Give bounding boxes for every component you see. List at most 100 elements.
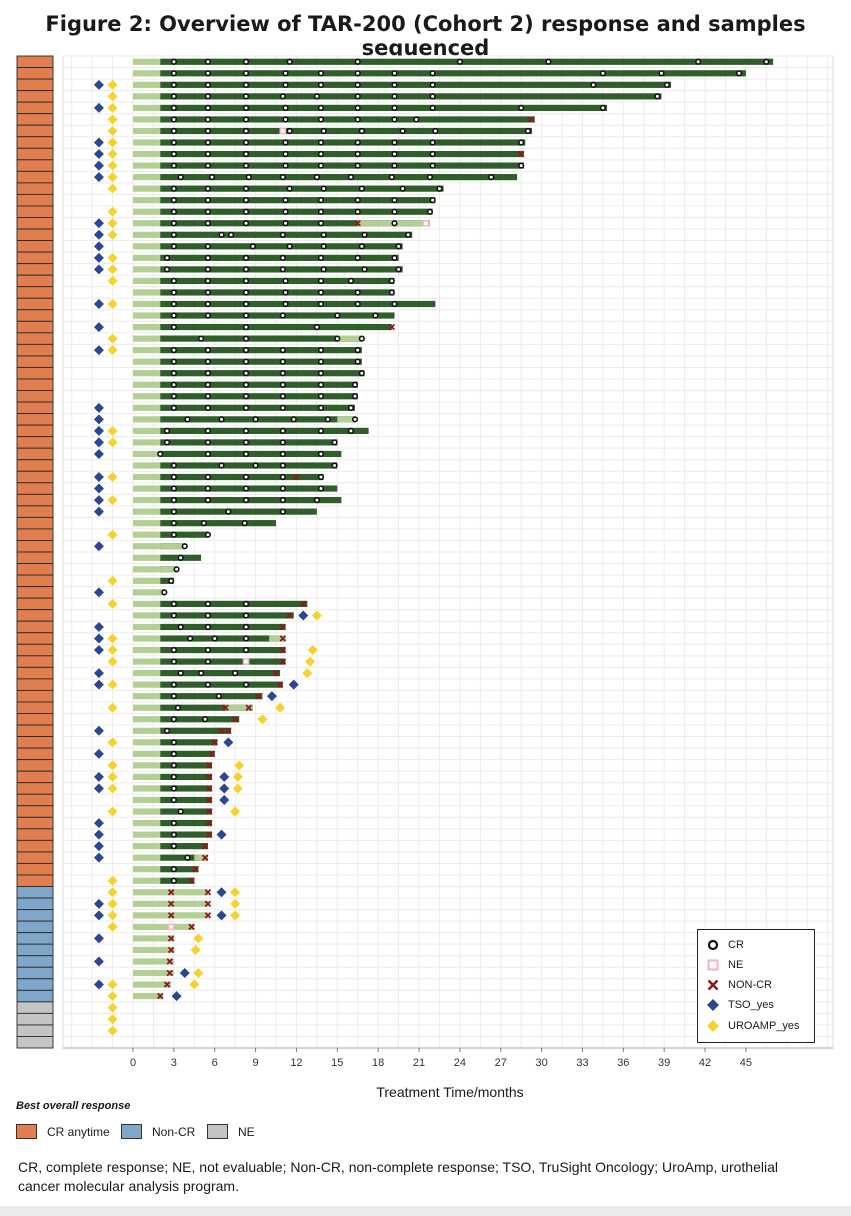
uroamp-diamond [107,910,118,921]
cr-marker [317,381,325,388]
bar-light-segment [133,150,161,158]
non-cr-marker [279,646,287,654]
response-cell [16,436,54,449]
cr-marker [204,646,212,654]
cr-marker [279,358,286,365]
bar-light-segment [133,612,161,619]
cr-marker [204,439,212,446]
non-cr-marker [255,692,262,700]
bar-light-segment [133,658,161,665]
tso-diamond [216,829,227,840]
cr-marker [735,70,743,77]
uroamp-diamond [107,1014,118,1025]
response-cell [16,528,54,541]
cr-marker [317,162,325,169]
cr-marker [187,635,194,642]
uroamp-diamond [107,299,118,309]
cr-marker [399,127,406,135]
response-cell [16,1012,54,1026]
cr-marker [391,81,398,88]
cr-marker [177,623,184,631]
cr-marker [354,197,361,204]
cr-marker [279,231,286,238]
response-cell [16,505,54,518]
uroamp-diamond [107,160,118,171]
tso-diamond [93,621,104,632]
uroamp-diamond [107,645,118,656]
cr-marker [170,358,177,365]
cr-marker [351,393,359,400]
non-cr-marker [293,473,300,481]
tso-diamond [93,437,104,448]
cr-marker [170,462,177,469]
cr-marker [432,127,439,135]
response-cell [16,101,54,115]
legend-item-ne: NE [706,958,743,972]
cr-marker [658,70,665,77]
ne-marker [422,219,430,227]
response-cell [16,366,54,380]
tso-diamond [93,252,104,263]
bar-dark-segment [160,185,444,192]
bar-dark-segment [160,277,395,285]
cr-marker [279,174,286,181]
uroamp-diamond [107,437,118,448]
bar-light-segment [133,347,161,354]
bar-dark-segment [160,819,212,827]
cr-marker [170,347,177,354]
non-cr-marker [208,750,216,758]
response-legend-non-cr: Non-CR [121,1124,195,1139]
swimmer-chart: 0 3 6 9 12 15 18 21 24 27 30 33 36 39 42 45 [16,55,834,1069]
uroamp-diamond [232,771,243,782]
bar-light-segment [337,416,356,423]
bar-dark-segment [160,773,212,781]
cr-marker [590,81,597,88]
cr-marker [282,81,289,88]
cr-marker [354,347,361,354]
response-cell [16,770,54,784]
response-cell [16,793,54,807]
non-cr-marker [279,658,287,665]
tso-diamond [219,771,230,782]
response-cell [16,309,54,322]
response-cell [16,274,54,288]
tso-diamond [93,483,104,494]
cr-marker [351,381,359,388]
tso-diamond [219,783,230,794]
cr-marker [279,508,286,515]
bar-light-segment [133,439,161,446]
uroamp-diamond [234,760,245,771]
bar-light-segment [133,543,161,550]
cr-marker [242,150,250,158]
non-cr-marker [206,796,213,804]
cr-marker [170,150,177,158]
uroamp-diamond [193,968,204,979]
cr-marker [202,716,209,723]
bar-dark-segment [160,612,294,619]
cr-marker [405,231,412,238]
tso-diamond [93,299,104,309]
non-cr-marker [272,669,280,677]
cr-marker [170,796,177,804]
cr-marker [242,289,250,296]
cr-marker [170,300,177,308]
cr-marker [204,208,212,215]
bar-light-segment [133,312,161,319]
non-cr-marker [167,900,175,908]
bar-light-segment [133,139,161,146]
non-cr-marker [300,600,307,608]
response-cell [16,378,54,391]
tso-diamond [93,448,104,459]
cr-marker [204,197,212,204]
cr-marker [242,370,250,377]
cr-marker [200,520,207,527]
cr-marker [317,450,325,458]
cr-marker [170,104,177,112]
cr-marker [395,243,402,250]
bar-dark-segment [160,681,283,688]
tso-diamond [216,910,227,921]
cr-marker [204,289,212,296]
x-tick-label: 9 [253,1057,259,1069]
cr-marker [204,612,212,619]
cr-marker [320,231,327,238]
